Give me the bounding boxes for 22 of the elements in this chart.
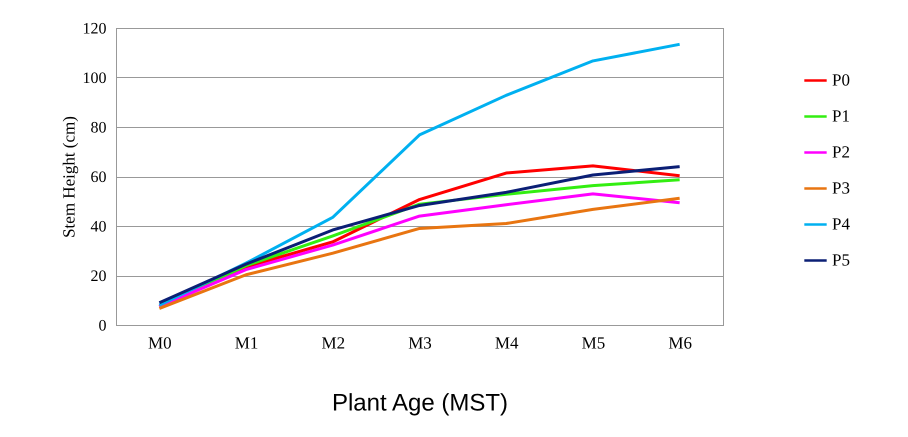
legend-label: P1 xyxy=(832,106,850,126)
x-tick-label: M5 xyxy=(582,334,606,352)
x-axis-title: Plant Age (MST) xyxy=(332,390,508,416)
y-tick-label: 40 xyxy=(90,218,106,236)
legend-label: P5 xyxy=(832,250,850,270)
y-tick-label: 60 xyxy=(90,169,106,186)
y-axis-title: Stem Height (cm) xyxy=(60,116,78,238)
y-tick-label: 100 xyxy=(82,70,106,87)
legend-label: P2 xyxy=(832,142,850,162)
x-tick-label: M1 xyxy=(234,334,258,352)
legend-label: P3 xyxy=(832,178,850,198)
x-tick-label: M2 xyxy=(321,334,346,352)
x-tick-label: M0 xyxy=(148,334,172,352)
x-tick-label: M3 xyxy=(408,334,432,352)
x-tick-label: M4 xyxy=(494,334,520,352)
y-tick-label: 0 xyxy=(98,318,106,334)
y-tick-label: 20 xyxy=(90,268,106,285)
x-tick-label: M6 xyxy=(668,334,692,352)
y-tick-label: 120 xyxy=(82,20,106,38)
y-tick-label: 80 xyxy=(90,120,106,136)
legend-label: P0 xyxy=(832,70,850,90)
legend-label: P4 xyxy=(832,214,850,234)
